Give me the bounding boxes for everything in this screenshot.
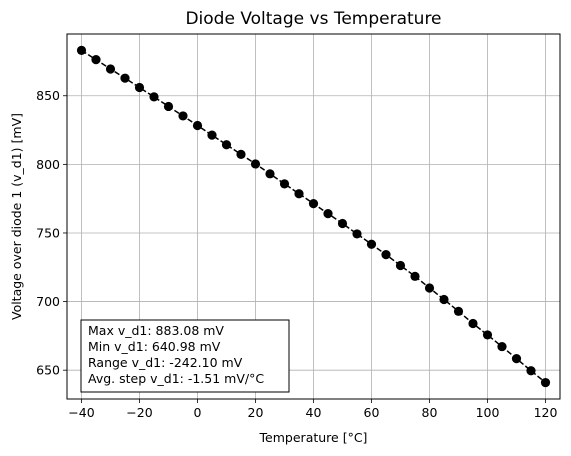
data-point bbox=[149, 92, 159, 102]
data-point bbox=[381, 250, 391, 260]
axis-ticks: −40 −20 0 20 40 60 80 100 120 650 700 750 800 850 bbox=[36, 88, 557, 420]
x-tick-label: 0 bbox=[194, 405, 202, 420]
y-tick-label: 800 bbox=[36, 157, 60, 172]
data-point bbox=[366, 239, 377, 249]
y-tick-label: 700 bbox=[36, 294, 60, 309]
annotation-frame bbox=[80, 319, 290, 393]
data-point bbox=[236, 149, 246, 159]
grid bbox=[67, 34, 560, 399]
annotation-line-range: Range v_d1: -242.10 mV bbox=[88, 355, 243, 370]
data-point bbox=[105, 64, 116, 74]
data-point bbox=[134, 82, 145, 93]
x-tick-label: 100 bbox=[476, 405, 500, 420]
data-point bbox=[511, 354, 522, 364]
x-tick-label: 40 bbox=[306, 405, 322, 420]
data-point bbox=[424, 283, 435, 293]
x-tick-label: −40 bbox=[68, 405, 94, 420]
data-point bbox=[221, 140, 232, 150]
data-point bbox=[120, 73, 130, 83]
data-point bbox=[279, 179, 290, 189]
data-point bbox=[352, 229, 362, 239]
x-tick-label: 80 bbox=[422, 405, 438, 420]
y-axis-label: Voltage over diode 1 (v_d1) [mV] bbox=[9, 113, 24, 320]
data-point bbox=[308, 199, 319, 209]
y-tick-label: 850 bbox=[36, 88, 60, 103]
x-tick-label: 60 bbox=[364, 405, 380, 420]
data-point bbox=[395, 260, 406, 271]
x-tick-label: 20 bbox=[248, 405, 264, 420]
data-point bbox=[178, 111, 188, 121]
data-point bbox=[468, 318, 478, 329]
data-point bbox=[163, 101, 174, 112]
data-point bbox=[410, 271, 420, 281]
data-point bbox=[323, 209, 333, 219]
data-point bbox=[439, 294, 449, 305]
x-tick-label: 120 bbox=[534, 405, 558, 420]
x-axis-label: Temperature [°C] bbox=[259, 430, 368, 445]
data-point bbox=[192, 120, 203, 131]
data-point bbox=[540, 377, 551, 388]
annotation-box: Max v_d1: 883.08 mV Min v_d1: 640.98 mV … bbox=[80, 319, 290, 393]
data-point bbox=[250, 159, 261, 169]
y-tick-label: 650 bbox=[36, 363, 60, 378]
chart-title: Diode Voltage vs Temperature bbox=[185, 9, 441, 29]
annotation-line-step: Avg. step v_d1: -1.51 mV/°C bbox=[88, 371, 264, 386]
data-point bbox=[76, 45, 87, 55]
x-tick-label: −20 bbox=[126, 405, 152, 420]
data-point bbox=[482, 330, 493, 340]
data-point bbox=[497, 341, 507, 352]
data-point bbox=[207, 130, 217, 140]
data-point bbox=[91, 55, 101, 65]
series-layer bbox=[76, 45, 551, 388]
data-point bbox=[294, 189, 304, 199]
data-point bbox=[453, 306, 464, 316]
y-tick-label: 750 bbox=[36, 225, 60, 240]
data-point bbox=[526, 366, 536, 376]
annotation-line-max: Max v_d1: 883.08 mV bbox=[88, 323, 224, 338]
annotation-line-min: Min v_d1: 640.98 mV bbox=[88, 339, 221, 354]
data-point bbox=[265, 169, 275, 179]
data-point bbox=[337, 218, 348, 229]
